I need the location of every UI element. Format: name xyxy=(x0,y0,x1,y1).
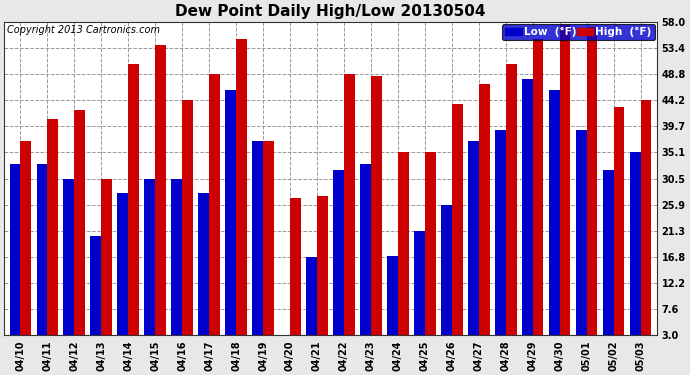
Bar xyxy=(290,198,301,335)
Bar xyxy=(360,164,371,335)
Bar xyxy=(371,76,382,335)
Bar xyxy=(630,152,640,335)
Bar xyxy=(576,130,586,335)
Bar xyxy=(209,74,220,335)
Bar xyxy=(128,64,139,335)
Bar xyxy=(586,27,598,335)
Bar xyxy=(468,141,479,335)
Bar xyxy=(344,74,355,335)
Bar xyxy=(441,205,452,335)
Bar xyxy=(155,45,166,335)
Bar xyxy=(306,256,317,335)
Bar xyxy=(263,141,274,335)
Bar xyxy=(198,193,209,335)
Bar xyxy=(20,141,31,335)
Bar xyxy=(425,152,435,335)
Bar xyxy=(171,178,182,335)
Bar xyxy=(10,164,20,335)
Bar xyxy=(613,107,624,335)
Bar xyxy=(236,39,247,335)
Bar xyxy=(479,84,489,335)
Bar xyxy=(603,170,613,335)
Bar xyxy=(387,255,398,335)
Bar xyxy=(414,231,425,335)
Bar xyxy=(506,64,517,335)
Bar xyxy=(225,90,236,335)
Bar xyxy=(549,90,560,335)
Legend: Low  (°F), High  (°F): Low (°F), High (°F) xyxy=(502,24,655,40)
Bar xyxy=(90,236,101,335)
Bar xyxy=(398,152,408,335)
Bar xyxy=(640,100,651,335)
Bar xyxy=(144,178,155,335)
Bar xyxy=(48,118,58,335)
Bar xyxy=(522,79,533,335)
Bar xyxy=(452,104,462,335)
Title: Dew Point Daily High/Low 20130504: Dew Point Daily High/Low 20130504 xyxy=(175,4,486,19)
Bar xyxy=(333,170,344,335)
Bar xyxy=(63,178,75,335)
Bar xyxy=(101,178,112,335)
Bar xyxy=(495,130,506,335)
Bar xyxy=(253,141,263,335)
Bar xyxy=(117,193,128,335)
Bar xyxy=(182,100,193,335)
Bar xyxy=(317,196,328,335)
Bar xyxy=(75,110,85,335)
Bar xyxy=(37,164,48,335)
Bar xyxy=(560,25,571,335)
Bar xyxy=(533,39,544,335)
Text: Copyright 2013 Cartronics.com: Copyright 2013 Cartronics.com xyxy=(8,25,161,35)
